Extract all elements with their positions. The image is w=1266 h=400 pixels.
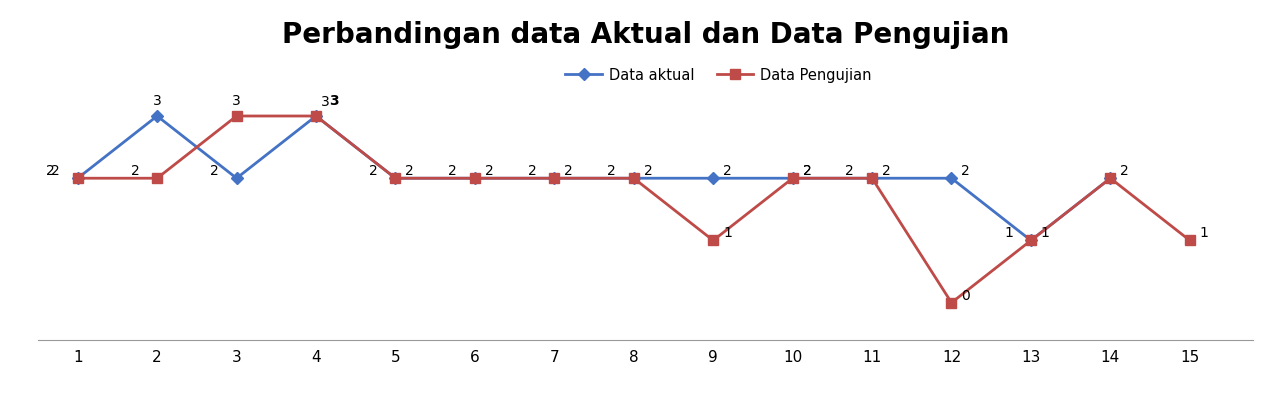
Text: 3: 3: [329, 94, 338, 108]
Line: Data Pengujian: Data Pengujian: [73, 111, 1195, 308]
Text: 2: 2: [565, 164, 573, 178]
Data Pengujian: [705, 238, 720, 243]
Data Pengujian: [785, 176, 800, 181]
Data aktual: [1023, 238, 1038, 243]
Data aktual: [785, 176, 800, 181]
Text: 2: 2: [448, 164, 457, 178]
Data aktual: [149, 114, 165, 118]
Text: 2: 2: [882, 164, 891, 178]
Data Pengujian: [229, 114, 244, 118]
Data aktual: [705, 176, 720, 181]
Text: 2: 2: [130, 164, 139, 178]
Data Pengujian: [1103, 176, 1118, 181]
Text: 2: 2: [51, 164, 60, 178]
Data aktual: [944, 176, 960, 181]
Text: 2: 2: [405, 164, 414, 178]
Text: 1: 1: [1004, 226, 1013, 240]
Text: 2: 2: [485, 164, 494, 178]
Text: 2: 2: [46, 164, 54, 178]
Data aktual: [1103, 176, 1118, 181]
Data Pengujian: [865, 176, 880, 181]
Data Pengujian: [547, 176, 562, 181]
Data Pengujian: [467, 176, 482, 181]
Text: 2: 2: [846, 164, 855, 178]
Text: 2: 2: [210, 164, 219, 178]
Legend: Data aktual, Data Pengujian: Data aktual, Data Pengujian: [560, 62, 877, 88]
Data aktual: [627, 176, 642, 181]
Text: 2: 2: [803, 164, 812, 178]
Data Pengujian: [944, 300, 960, 305]
Text: 1: 1: [723, 226, 732, 240]
Text: 3: 3: [232, 94, 241, 108]
Text: 2: 2: [803, 164, 812, 178]
Data aktual: [467, 176, 482, 181]
Line: Data aktual: Data aktual: [73, 112, 1114, 245]
Data Pengujian: [627, 176, 642, 181]
Text: 3: 3: [153, 94, 162, 108]
Text: 2: 2: [1120, 164, 1129, 178]
Text: 1: 1: [1041, 226, 1050, 240]
Text: 2: 2: [368, 164, 377, 178]
Data Pengujian: [309, 114, 324, 118]
Data aktual: [865, 176, 880, 181]
Text: 0: 0: [961, 289, 970, 303]
Text: 2: 2: [723, 164, 732, 178]
Data aktual: [387, 176, 403, 181]
Data aktual: [229, 176, 244, 181]
Text: 3: 3: [322, 94, 330, 108]
Title: Perbandingan data Aktual dan Data Pengujian: Perbandingan data Aktual dan Data Penguj…: [282, 21, 1009, 49]
Data Pengujian: [1182, 238, 1198, 243]
Text: 2: 2: [608, 164, 615, 178]
Data Pengujian: [149, 176, 165, 181]
Data Pengujian: [387, 176, 403, 181]
Data Pengujian: [1023, 238, 1038, 243]
Text: 2: 2: [961, 164, 970, 178]
Text: 2: 2: [528, 164, 537, 178]
Text: 2: 2: [643, 164, 652, 178]
Data aktual: [547, 176, 562, 181]
Data Pengujian: [70, 176, 85, 181]
Text: 1: 1: [1200, 226, 1209, 240]
Data aktual: [309, 114, 324, 118]
Data aktual: [70, 176, 85, 181]
